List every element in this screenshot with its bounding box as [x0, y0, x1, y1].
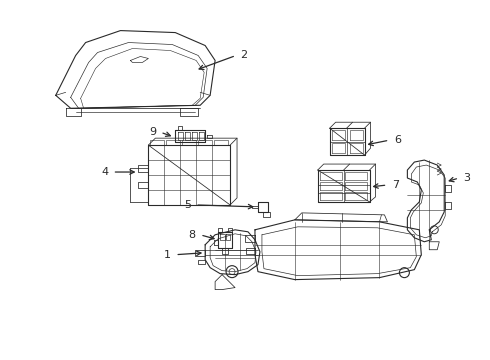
Text: 9: 9: [149, 127, 156, 137]
Text: 8: 8: [189, 230, 196, 240]
Text: 4: 4: [101, 167, 108, 177]
Text: 6: 6: [394, 135, 401, 145]
Text: 1: 1: [164, 250, 171, 260]
Text: 2: 2: [241, 50, 247, 60]
Text: 7: 7: [392, 180, 399, 190]
Text: 3: 3: [464, 173, 470, 183]
Text: 5: 5: [184, 200, 191, 210]
